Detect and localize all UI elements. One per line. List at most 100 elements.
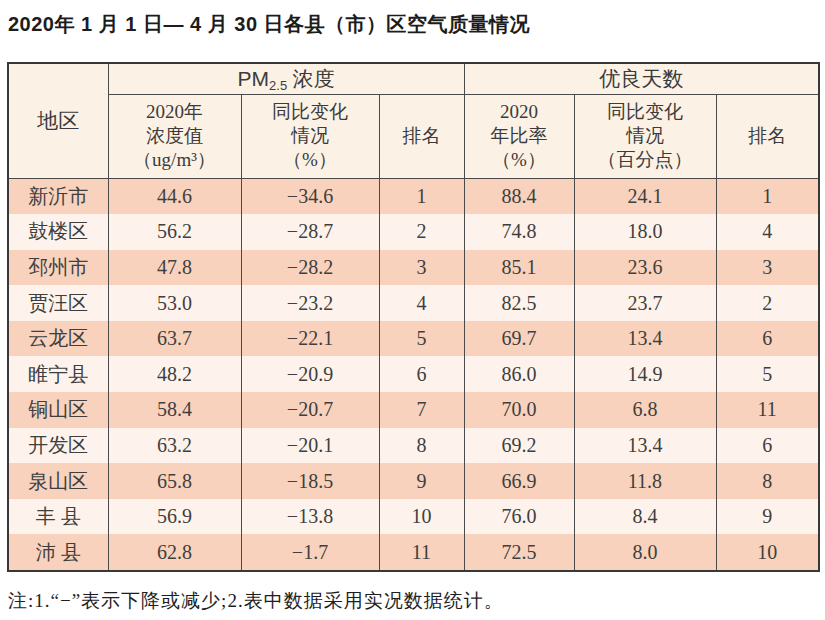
pm-change-cell: −23.2 bbox=[241, 285, 379, 321]
pm-change-cell: −28.2 bbox=[241, 250, 379, 286]
good-ratio-cell: 72.5 bbox=[464, 534, 574, 571]
good-change-cell: 23.6 bbox=[574, 250, 716, 286]
pm-concentration-cell: 56.9 bbox=[108, 499, 241, 535]
good-change-cell: 24.1 bbox=[574, 178, 716, 214]
col-group-pm25: PM2.5 浓度 bbox=[108, 63, 464, 94]
pm-change-cell: −1.7 bbox=[241, 534, 379, 571]
col-group-good-days: 优良天数 bbox=[464, 63, 819, 94]
pm-concentration-cell: 65.8 bbox=[108, 463, 241, 499]
page: { "title": "2020年 1 月 1 日— 4 月 30 日各县（市）… bbox=[0, 0, 825, 620]
good-ratio-cell: 70.0 bbox=[464, 392, 574, 428]
pm-change-cell: −28.7 bbox=[241, 214, 379, 250]
pm-rank-cell: 7 bbox=[379, 392, 464, 428]
pm-rank-cell: 11 bbox=[379, 534, 464, 571]
pm-concentration-cell: 62.8 bbox=[108, 534, 241, 571]
good-change-cell: 18.0 bbox=[574, 214, 716, 250]
pm-rank-cell: 8 bbox=[379, 428, 464, 464]
region-cell: 丰 县 bbox=[8, 499, 108, 535]
pm-concentration-cell: 48.2 bbox=[108, 356, 241, 392]
pm25-label-suffix: 浓度 bbox=[287, 67, 334, 91]
table-row: 开发区 63.2 −20.1 8 69.2 13.4 6 bbox=[8, 428, 819, 464]
pm-change-cell: −13.8 bbox=[241, 499, 379, 535]
pm-change-cell: −34.6 bbox=[241, 178, 379, 214]
region-cell: 鼓楼区 bbox=[8, 214, 108, 250]
pm-concentration-cell: 53.0 bbox=[108, 285, 241, 321]
pm-concentration-cell: 44.6 bbox=[108, 178, 241, 214]
good-ratio-cell: 86.0 bbox=[464, 356, 574, 392]
good-rank-cell: 2 bbox=[716, 285, 819, 321]
good-rank-cell: 1 bbox=[716, 178, 819, 214]
good-ratio-cell: 69.7 bbox=[464, 321, 574, 357]
table-body: 新沂市 44.6 −34.6 1 88.4 24.1 1 鼓楼区 56.2 −2… bbox=[8, 178, 819, 571]
pm-rank-cell: 9 bbox=[379, 463, 464, 499]
pm-change-cell: −18.5 bbox=[241, 463, 379, 499]
good-change-cell: 6.8 bbox=[574, 392, 716, 428]
pm-rank-cell: 2 bbox=[379, 214, 464, 250]
pm-rank-cell: 10 bbox=[379, 499, 464, 535]
col-header-pm-change: 同比变化 情况 （%） bbox=[241, 94, 379, 178]
table-row: 云龙区 63.7 −22.1 5 69.7 13.4 6 bbox=[8, 321, 819, 357]
pm-rank-cell: 3 bbox=[379, 250, 464, 286]
page-title: 2020年 1 月 1 日— 4 月 30 日各县（市）区空气质量情况 bbox=[8, 11, 825, 38]
pm-rank-cell: 5 bbox=[379, 321, 464, 357]
region-cell: 新沂市 bbox=[8, 178, 108, 214]
region-cell: 泉山区 bbox=[8, 463, 108, 499]
col-header-good-change: 同比变化 情况 （百分点） bbox=[574, 94, 716, 178]
air-quality-table: 地区 PM2.5 浓度 优良天数 2020年 浓度值 （ug/m³） 同比变化 … bbox=[7, 62, 820, 572]
table-row: 沛 县 62.8 −1.7 11 72.5 8.0 10 bbox=[8, 534, 819, 571]
col-header-pm-rank: 排名 bbox=[379, 94, 464, 178]
region-cell: 云龙区 bbox=[8, 321, 108, 357]
table-row: 鼓楼区 56.2 −28.7 2 74.8 18.0 4 bbox=[8, 214, 819, 250]
region-cell: 邳州市 bbox=[8, 250, 108, 286]
good-rank-cell: 11 bbox=[716, 392, 819, 428]
good-rank-cell: 4 bbox=[716, 214, 819, 250]
pm-change-cell: −20.7 bbox=[241, 392, 379, 428]
col-header-pm-value: 2020年 浓度值 （ug/m³） bbox=[108, 94, 241, 178]
good-change-cell: 8.4 bbox=[574, 499, 716, 535]
good-ratio-cell: 85.1 bbox=[464, 250, 574, 286]
good-rank-cell: 10 bbox=[716, 534, 819, 571]
pm25-label-subscript: 2.5 bbox=[269, 78, 287, 93]
good-ratio-cell: 74.8 bbox=[464, 214, 574, 250]
good-rank-cell: 9 bbox=[716, 499, 819, 535]
pm-rank-cell: 6 bbox=[379, 356, 464, 392]
col-header-good-rank: 排名 bbox=[716, 94, 819, 178]
footnote: 注:1.“−”表示下降或减少;2.表中数据采用实况数据统计。 bbox=[8, 588, 825, 614]
table-row: 泉山区 65.8 −18.5 9 66.9 11.8 8 bbox=[8, 463, 819, 499]
good-rank-cell: 3 bbox=[716, 250, 819, 286]
good-rank-cell: 8 bbox=[716, 463, 819, 499]
region-cell: 铜山区 bbox=[8, 392, 108, 428]
good-ratio-cell: 82.5 bbox=[464, 285, 574, 321]
table-row: 新沂市 44.6 −34.6 1 88.4 24.1 1 bbox=[8, 178, 819, 214]
region-cell: 沛 县 bbox=[8, 534, 108, 571]
table-row: 睢宁县 48.2 −20.9 6 86.0 14.9 5 bbox=[8, 356, 819, 392]
pm25-label-prefix: PM bbox=[238, 67, 270, 90]
pm-change-cell: −22.1 bbox=[241, 321, 379, 357]
good-ratio-cell: 88.4 bbox=[464, 178, 574, 214]
table-row: 铜山区 58.4 −20.7 7 70.0 6.8 11 bbox=[8, 392, 819, 428]
good-change-cell: 11.8 bbox=[574, 463, 716, 499]
region-cell: 贾汪区 bbox=[8, 285, 108, 321]
good-rank-cell: 6 bbox=[716, 428, 819, 464]
good-ratio-cell: 69.2 bbox=[464, 428, 574, 464]
good-rank-cell: 5 bbox=[716, 356, 819, 392]
pm-rank-cell: 1 bbox=[379, 178, 464, 214]
good-change-cell: 8.0 bbox=[574, 534, 716, 571]
good-change-cell: 13.4 bbox=[574, 321, 716, 357]
good-change-cell: 14.9 bbox=[574, 356, 716, 392]
pm-concentration-cell: 56.2 bbox=[108, 214, 241, 250]
pm-concentration-cell: 63.7 bbox=[108, 321, 241, 357]
table-row: 邳州市 47.8 −28.2 3 85.1 23.6 3 bbox=[8, 250, 819, 286]
pm-concentration-cell: 63.2 bbox=[108, 428, 241, 464]
header-group-row: 地区 PM2.5 浓度 优良天数 bbox=[8, 63, 819, 94]
pm-change-cell: −20.1 bbox=[241, 428, 379, 464]
good-change-cell: 13.4 bbox=[574, 428, 716, 464]
good-rank-cell: 6 bbox=[716, 321, 819, 357]
pm-concentration-cell: 47.8 bbox=[108, 250, 241, 286]
region-cell: 睢宁县 bbox=[8, 356, 108, 392]
pm-concentration-cell: 58.4 bbox=[108, 392, 241, 428]
good-ratio-cell: 66.9 bbox=[464, 463, 574, 499]
pm-rank-cell: 4 bbox=[379, 285, 464, 321]
col-header-good-ratio: 2020 年比率 （%） bbox=[464, 94, 574, 178]
pm-change-cell: −20.9 bbox=[241, 356, 379, 392]
